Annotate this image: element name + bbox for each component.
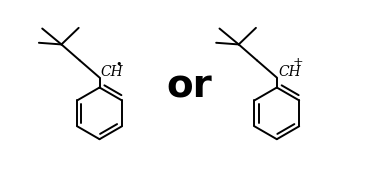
- Text: CH: CH: [278, 65, 301, 79]
- Text: •: •: [115, 59, 122, 69]
- Text: +: +: [293, 56, 303, 69]
- Text: or: or: [166, 68, 212, 106]
- Text: CH: CH: [101, 65, 124, 79]
